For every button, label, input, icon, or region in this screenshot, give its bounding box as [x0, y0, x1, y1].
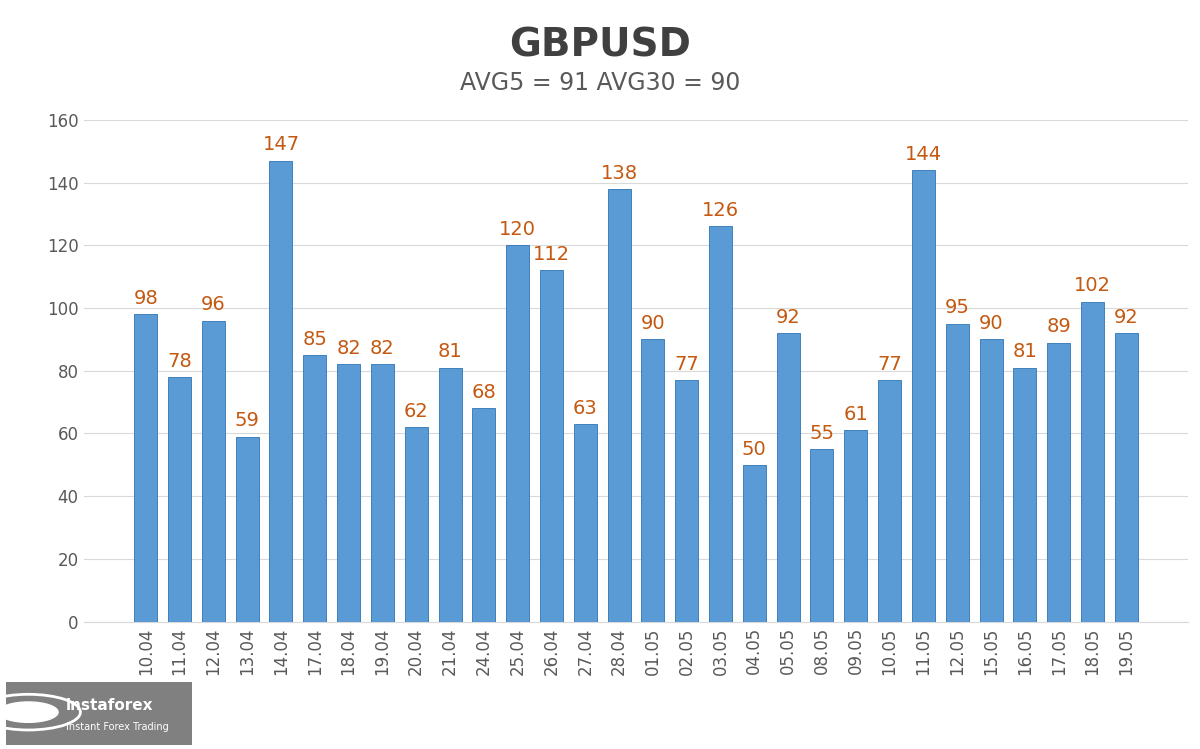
Bar — [1048, 342, 1070, 622]
Text: Instant Forex Trading: Instant Forex Trading — [66, 723, 168, 733]
Text: instaforex: instaforex — [66, 698, 154, 713]
Bar — [134, 315, 157, 622]
Bar — [371, 365, 394, 622]
Text: 63: 63 — [572, 398, 598, 418]
Bar — [404, 427, 427, 622]
Text: 102: 102 — [1074, 276, 1111, 296]
Bar — [337, 365, 360, 622]
Text: 147: 147 — [263, 136, 300, 154]
Bar — [1115, 333, 1138, 622]
Text: 77: 77 — [877, 355, 902, 374]
Bar — [1013, 368, 1037, 622]
Text: 138: 138 — [600, 163, 637, 183]
Bar — [540, 270, 563, 622]
Bar — [168, 377, 191, 622]
Text: 92: 92 — [1114, 308, 1139, 327]
Text: 82: 82 — [336, 339, 361, 358]
Text: 112: 112 — [533, 245, 570, 264]
Bar — [235, 437, 259, 622]
Text: 62: 62 — [404, 402, 428, 421]
Bar — [506, 246, 529, 622]
Text: 55: 55 — [810, 424, 834, 443]
Bar — [270, 160, 293, 622]
Text: 90: 90 — [979, 314, 1003, 333]
Bar — [574, 424, 596, 622]
Bar — [676, 380, 698, 622]
Text: 126: 126 — [702, 201, 739, 220]
Bar — [743, 465, 766, 622]
Text: 95: 95 — [944, 298, 970, 318]
Text: 82: 82 — [370, 339, 395, 358]
Text: 61: 61 — [844, 405, 868, 424]
Text: 92: 92 — [775, 308, 800, 327]
Bar — [607, 189, 630, 622]
Text: 144: 144 — [905, 145, 942, 164]
Text: 85: 85 — [302, 330, 328, 349]
Bar — [438, 368, 462, 622]
Text: 81: 81 — [438, 342, 462, 361]
Text: 90: 90 — [641, 314, 665, 333]
Text: 98: 98 — [133, 289, 158, 308]
Bar — [709, 226, 732, 622]
Text: 77: 77 — [674, 355, 700, 374]
Bar — [912, 170, 935, 622]
Bar — [776, 333, 799, 622]
Text: GBPUSD: GBPUSD — [509, 26, 691, 64]
Text: 78: 78 — [167, 352, 192, 371]
Bar — [878, 380, 901, 622]
Bar — [642, 339, 665, 622]
Text: 59: 59 — [235, 411, 259, 431]
Bar — [810, 449, 834, 622]
Text: 89: 89 — [1046, 318, 1072, 336]
Bar — [946, 324, 968, 622]
Bar — [304, 355, 326, 622]
Bar — [1081, 302, 1104, 622]
Bar — [473, 408, 496, 622]
Bar — [202, 321, 224, 622]
Text: 81: 81 — [1013, 342, 1037, 361]
Text: 120: 120 — [499, 220, 536, 239]
Bar — [845, 431, 868, 622]
Text: 50: 50 — [742, 440, 767, 458]
Text: 96: 96 — [200, 295, 226, 315]
Text: AVG5 = 91 AVG30 = 90: AVG5 = 91 AVG30 = 90 — [460, 71, 740, 95]
Text: 68: 68 — [472, 383, 497, 402]
Bar — [979, 339, 1002, 622]
Circle shape — [0, 702, 58, 722]
